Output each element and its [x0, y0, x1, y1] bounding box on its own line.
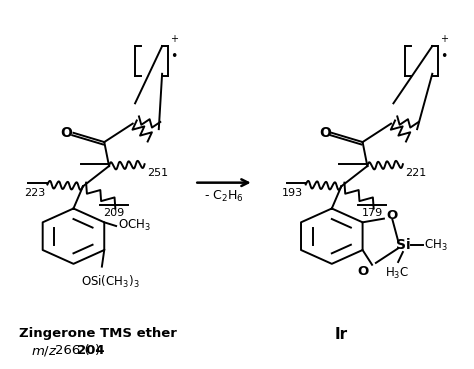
- Text: 266 (: 266 (: [55, 344, 89, 357]
- Text: •: •: [170, 50, 178, 63]
- Text: Si: Si: [396, 238, 410, 252]
- Text: 221: 221: [405, 168, 427, 178]
- Text: Zingerone TMS ether: Zingerone TMS ether: [19, 327, 177, 339]
- Text: - C$_2$H$_6$: - C$_2$H$_6$: [204, 189, 244, 204]
- Text: O: O: [60, 126, 73, 140]
- Text: +: +: [170, 34, 178, 44]
- Text: •: •: [440, 50, 448, 63]
- Text: $m/z$: $m/z$: [31, 344, 57, 358]
- Text: CH$_3$: CH$_3$: [424, 238, 447, 253]
- Text: O: O: [319, 126, 331, 140]
- Text: Ir: Ir: [335, 327, 348, 342]
- Text: 204: 204: [77, 344, 105, 357]
- Text: 193: 193: [282, 188, 303, 198]
- Text: +: +: [440, 34, 448, 44]
- Text: ): ): [95, 344, 100, 357]
- Text: O: O: [357, 266, 368, 279]
- Text: 223: 223: [24, 188, 45, 198]
- Text: OCH$_3$: OCH$_3$: [118, 218, 150, 233]
- Text: OSi(CH$_3$)$_3$: OSi(CH$_3$)$_3$: [81, 274, 139, 290]
- Text: 209: 209: [103, 208, 124, 218]
- Text: H$_3$C: H$_3$C: [385, 266, 409, 281]
- Text: 179: 179: [362, 208, 383, 218]
- Text: O: O: [387, 209, 398, 222]
- Text: 251: 251: [147, 168, 168, 178]
